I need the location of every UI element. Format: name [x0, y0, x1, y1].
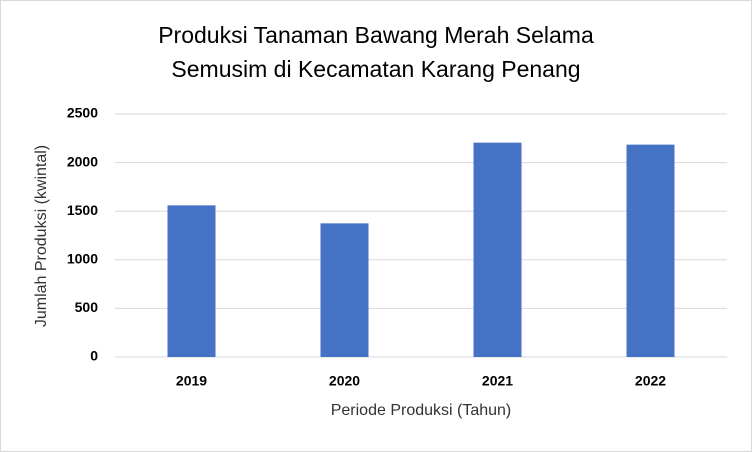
y-tick-label: 500 — [75, 299, 99, 315]
y-tick-label: 2000 — [67, 153, 98, 169]
bar — [626, 144, 675, 357]
y-tick-label: 1500 — [67, 202, 98, 218]
chart-title: Produksi Tanaman Bawang Merah Selama — [158, 22, 594, 48]
chart-title: Semusim di Kecamatan Karang Penang — [171, 56, 580, 82]
bar — [473, 142, 522, 357]
x-tick-label: 2022 — [635, 373, 666, 389]
x-axis-label: Periode Produksi (Tahun) — [331, 402, 512, 419]
y-axis-label: Jumlah Produksi (kwintal) — [33, 145, 50, 327]
x-tick-label: 2020 — [329, 373, 360, 389]
y-tick-label: 1000 — [67, 251, 98, 267]
y-tick-label: 2500 — [67, 105, 98, 121]
bar — [320, 223, 369, 357]
x-tick-label: 2019 — [176, 373, 207, 389]
y-tick-label: 0 — [90, 348, 98, 364]
x-tick-label: 2021 — [482, 373, 513, 389]
bar — [167, 205, 216, 357]
